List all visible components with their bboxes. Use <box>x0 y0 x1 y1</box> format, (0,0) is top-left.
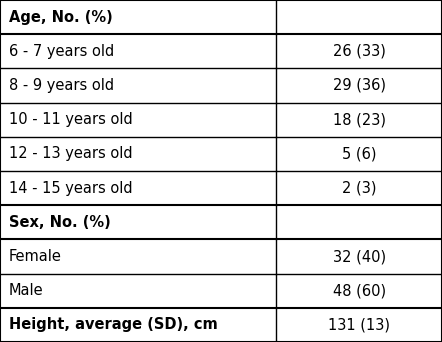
Text: 8 - 9 years old: 8 - 9 years old <box>9 78 114 93</box>
Text: 29 (36): 29 (36) <box>333 78 385 93</box>
Text: Sex, No. (%): Sex, No. (%) <box>9 215 111 230</box>
Text: 10 - 11 years old: 10 - 11 years old <box>9 112 133 127</box>
Text: 48 (60): 48 (60) <box>332 283 386 298</box>
Text: Height, average (SD), cm: Height, average (SD), cm <box>9 317 217 332</box>
Text: 131 (13): 131 (13) <box>328 317 390 332</box>
Text: 12 - 13 years old: 12 - 13 years old <box>9 146 133 161</box>
Text: 14 - 15 years old: 14 - 15 years old <box>9 181 133 196</box>
Text: 32 (40): 32 (40) <box>332 249 386 264</box>
Text: 6 - 7 years old: 6 - 7 years old <box>9 44 114 59</box>
Text: Male: Male <box>9 283 43 298</box>
Text: 18 (23): 18 (23) <box>333 112 385 127</box>
Text: 26 (33): 26 (33) <box>333 44 385 59</box>
Text: Female: Female <box>9 249 62 264</box>
Text: Age, No. (%): Age, No. (%) <box>9 10 113 25</box>
Text: 2 (3): 2 (3) <box>342 181 377 196</box>
Text: 5 (6): 5 (6) <box>342 146 377 161</box>
